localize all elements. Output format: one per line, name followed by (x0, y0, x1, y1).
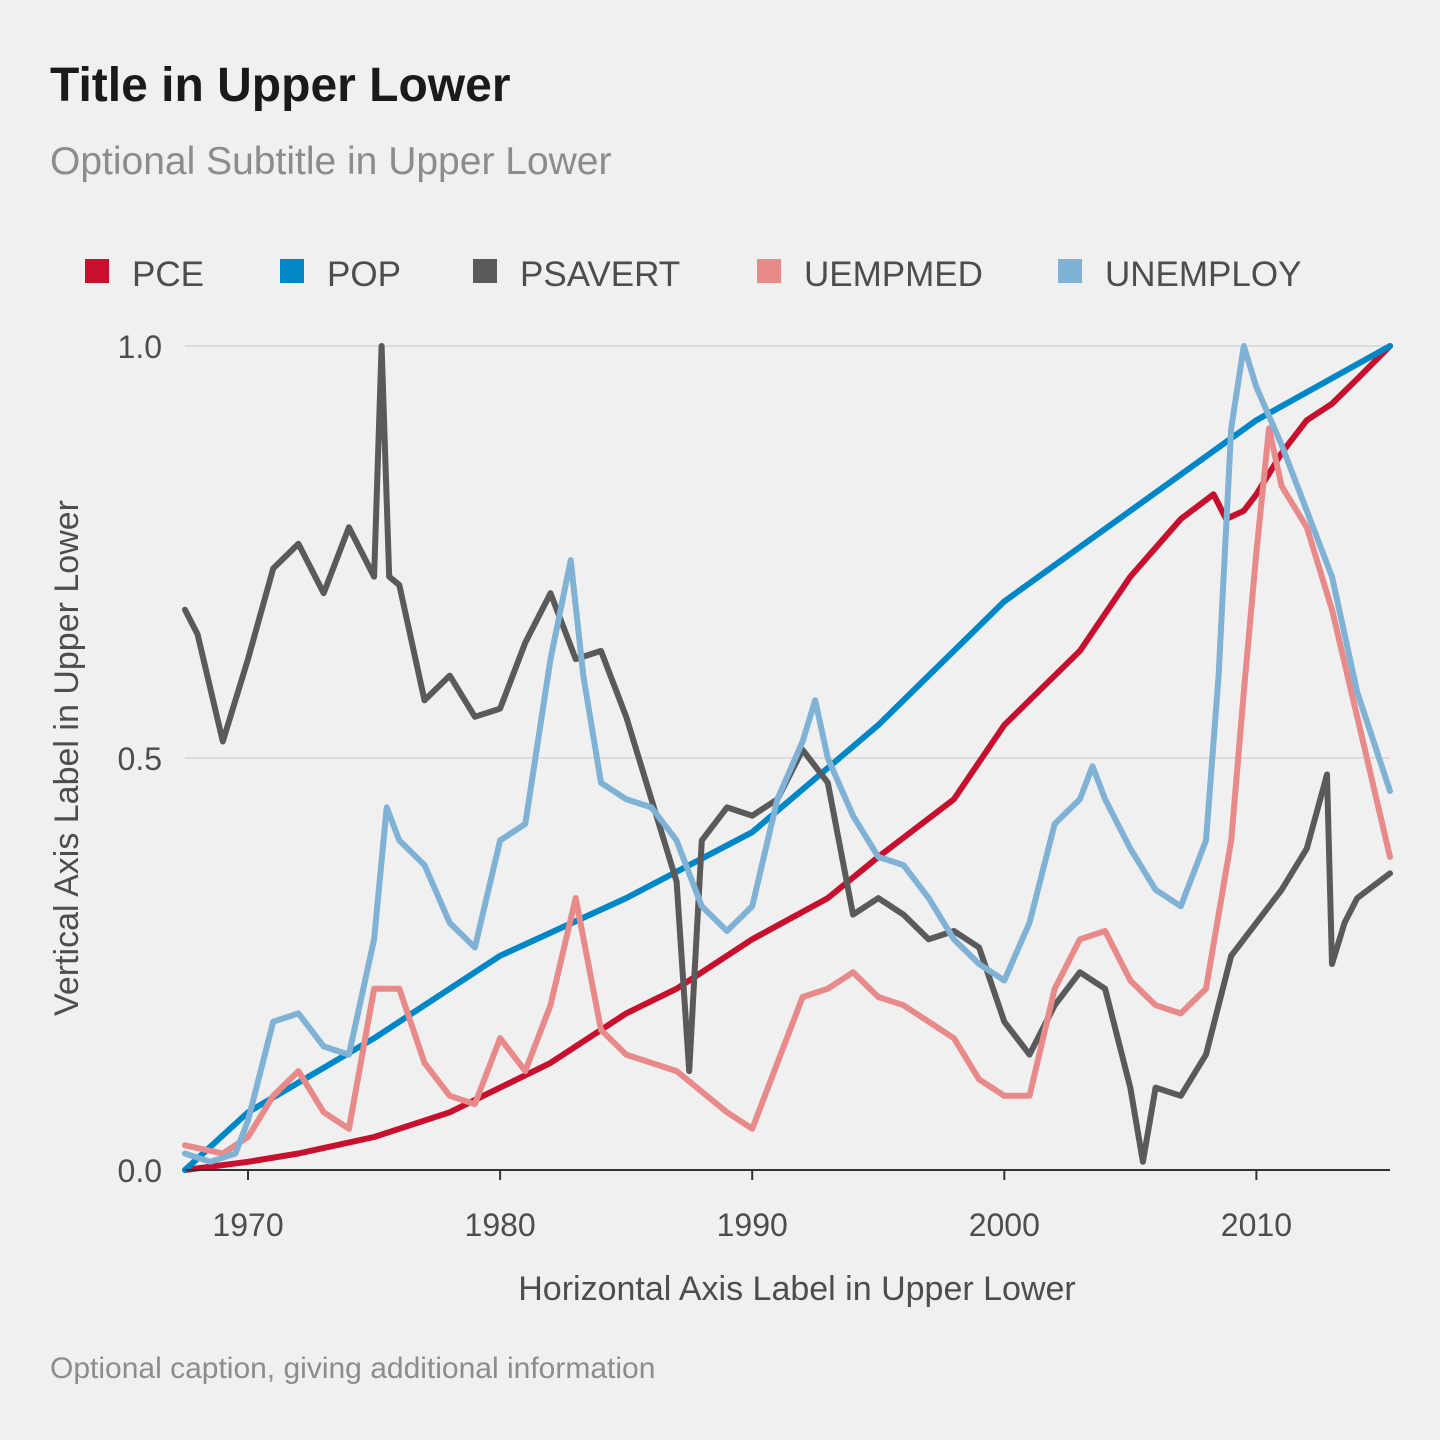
x-axis-label: Horizontal Axis Label in Upper Lower (518, 1270, 1076, 1308)
x-tick-label: 1990 (717, 1207, 788, 1243)
legend-swatch-psavert (473, 259, 497, 283)
chart-title: Title in Upper Lower (50, 59, 511, 112)
legend-label-psavert: PSAVERT (520, 255, 680, 294)
legend: PCE POP PSAVERT UEMPMED UNEMPLOY (85, 255, 1301, 294)
legend-label-unemploy: UNEMPLOY (1105, 255, 1301, 294)
series-line-uempmed (182, 425, 1393, 1157)
y-axis-ticks: 0.0 0.5 1.0 (118, 329, 162, 1189)
x-tick-label: 1980 (465, 1207, 536, 1243)
chart-caption: Optional caption, giving additional info… (50, 1352, 656, 1385)
y-tick-label: 1.0 (118, 329, 162, 365)
legend-label-pop: POP (327, 255, 401, 294)
legend-swatch-uempmed (757, 259, 781, 283)
y-tick-label: 0.5 (118, 741, 162, 777)
legend-swatch-pop (280, 259, 304, 283)
gridlines (185, 345, 1390, 759)
y-axis-label: Vertical Axis Label in Upper Lower (48, 500, 86, 1016)
legend-swatch-unemploy (1058, 259, 1082, 283)
series-line-unemploy (182, 343, 1393, 1165)
chart-subtitle: Optional Subtitle in Upper Lower (50, 140, 612, 183)
legend-label-pce: PCE (132, 255, 204, 294)
x-tick-label: 2000 (969, 1207, 1040, 1243)
y-tick-label: 0.0 (118, 1153, 162, 1189)
series-lines (182, 343, 1393, 1173)
series-line-pop (182, 343, 1393, 1173)
x-tick-label: 2010 (1221, 1207, 1292, 1243)
x-axis-ticks: 1970 1980 1990 2000 2010 (212, 1170, 1292, 1243)
legend-label-uempmed: UEMPMED (804, 255, 983, 294)
legend-swatch-pce (85, 259, 109, 283)
x-tick-label: 1970 (212, 1207, 283, 1243)
